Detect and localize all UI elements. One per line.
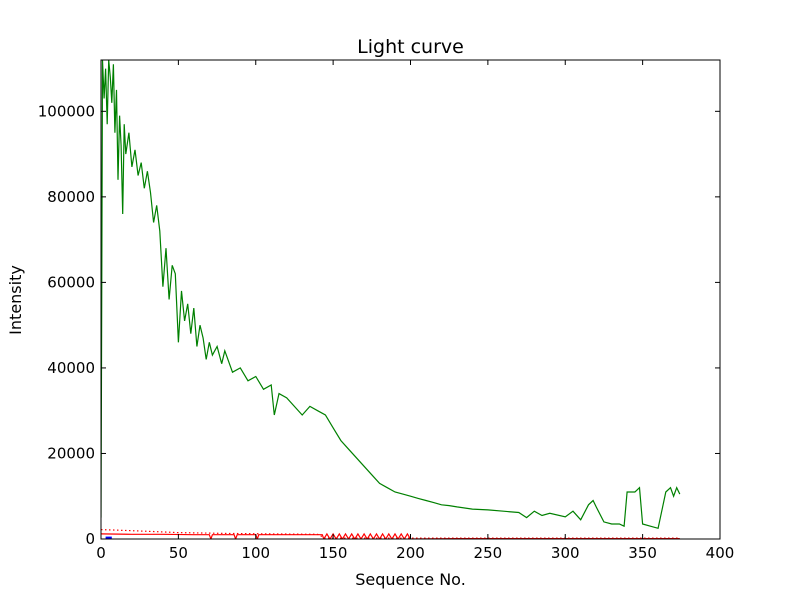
series-line-1 xyxy=(101,532,680,539)
y-tick-label: 20000 xyxy=(47,444,95,462)
x-tick-label: 250 xyxy=(474,544,503,562)
x-tick-label: 150 xyxy=(319,544,348,562)
plot-frame xyxy=(100,59,721,540)
x-tick-label: 400 xyxy=(706,544,735,562)
y-axis-label: Intensity xyxy=(6,265,25,335)
x-tick-label: 50 xyxy=(169,544,188,562)
series-layer xyxy=(101,60,681,539)
chart-title: Light curve xyxy=(357,36,464,58)
ticks-layer: 0 50 100 150 200 250 300 350 400 0 20000 40000 60000… xyxy=(38,60,735,562)
y-tick-label: 80000 xyxy=(47,188,95,206)
x-tick-label: 300 xyxy=(551,544,580,562)
x-axis-label: Sequence No. xyxy=(355,570,466,589)
plot-background xyxy=(101,60,720,539)
y-tick-label: 100000 xyxy=(38,102,95,120)
y-tick-label: 40000 xyxy=(47,359,95,377)
y-tick-label: 0 xyxy=(85,530,95,548)
x-tick-label: 0 xyxy=(96,544,106,562)
x-tick-label: 350 xyxy=(628,544,657,562)
x-tick-label: 100 xyxy=(241,544,270,562)
series-line-0 xyxy=(101,60,681,530)
series-line-2 xyxy=(101,529,680,539)
y-tick-label: 60000 xyxy=(47,273,95,291)
x-tick-label: 200 xyxy=(396,544,425,562)
